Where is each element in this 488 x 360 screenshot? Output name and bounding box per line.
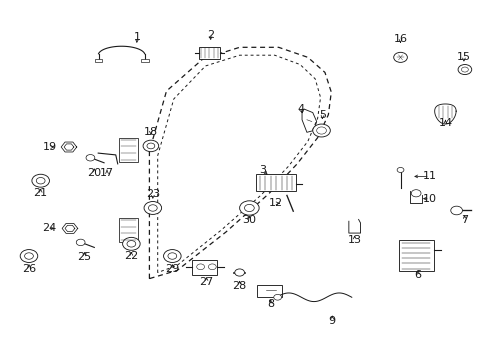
Text: 20: 20: [87, 168, 101, 178]
Circle shape: [24, 253, 33, 259]
Text: 9: 9: [328, 316, 335, 325]
Circle shape: [143, 140, 158, 152]
Circle shape: [167, 253, 176, 259]
Text: 10: 10: [422, 194, 436, 204]
Text: 17: 17: [100, 168, 114, 178]
Circle shape: [316, 127, 326, 134]
Text: 13: 13: [347, 235, 361, 245]
Text: 12: 12: [268, 198, 283, 208]
Circle shape: [396, 167, 403, 172]
Circle shape: [147, 143, 155, 149]
Text: 25: 25: [77, 252, 91, 262]
Text: 23: 23: [145, 189, 160, 199]
Text: 2: 2: [206, 30, 213, 40]
Text: 30: 30: [242, 215, 256, 225]
Circle shape: [450, 206, 462, 215]
Text: 15: 15: [456, 52, 470, 62]
Circle shape: [244, 204, 254, 212]
Circle shape: [148, 205, 157, 211]
Circle shape: [86, 154, 95, 161]
Text: 24: 24: [42, 224, 57, 233]
Bar: [256, 174, 296, 192]
Text: 18: 18: [143, 127, 158, 136]
Text: 21: 21: [34, 188, 48, 198]
Circle shape: [410, 190, 420, 197]
Circle shape: [76, 239, 85, 246]
Text: 28: 28: [232, 281, 246, 291]
Circle shape: [20, 249, 38, 262]
Circle shape: [122, 237, 140, 250]
Bar: [141, 59, 148, 62]
Bar: [191, 260, 217, 275]
Circle shape: [234, 269, 244, 276]
Bar: [119, 218, 138, 242]
Circle shape: [36, 177, 45, 184]
Circle shape: [127, 240, 136, 247]
Circle shape: [32, 174, 49, 187]
Text: 22: 22: [124, 251, 138, 261]
Text: 11: 11: [422, 171, 436, 181]
Bar: [198, 47, 220, 59]
Text: 6: 6: [414, 270, 421, 280]
Circle shape: [144, 202, 161, 215]
Text: 1: 1: [133, 32, 141, 41]
Bar: [257, 285, 281, 297]
Text: 27: 27: [199, 277, 213, 287]
Bar: [94, 59, 102, 62]
Text: 4: 4: [296, 104, 304, 114]
Circle shape: [196, 264, 204, 270]
Text: 14: 14: [437, 118, 451, 128]
Circle shape: [457, 64, 471, 75]
Text: 16: 16: [393, 35, 407, 44]
Text: 29: 29: [165, 264, 179, 274]
Bar: [398, 240, 433, 271]
Text: 3: 3: [259, 165, 266, 175]
Text: 26: 26: [22, 264, 36, 274]
Circle shape: [461, 67, 468, 72]
Circle shape: [393, 52, 407, 62]
Text: 19: 19: [42, 142, 57, 152]
Text: 5: 5: [318, 111, 325, 121]
Circle shape: [208, 264, 216, 270]
Bar: [119, 138, 138, 162]
Circle shape: [163, 249, 181, 262]
Text: 7: 7: [460, 215, 468, 225]
Circle shape: [312, 124, 330, 137]
Circle shape: [273, 294, 281, 300]
Text: 8: 8: [267, 299, 274, 309]
Circle shape: [239, 201, 259, 215]
